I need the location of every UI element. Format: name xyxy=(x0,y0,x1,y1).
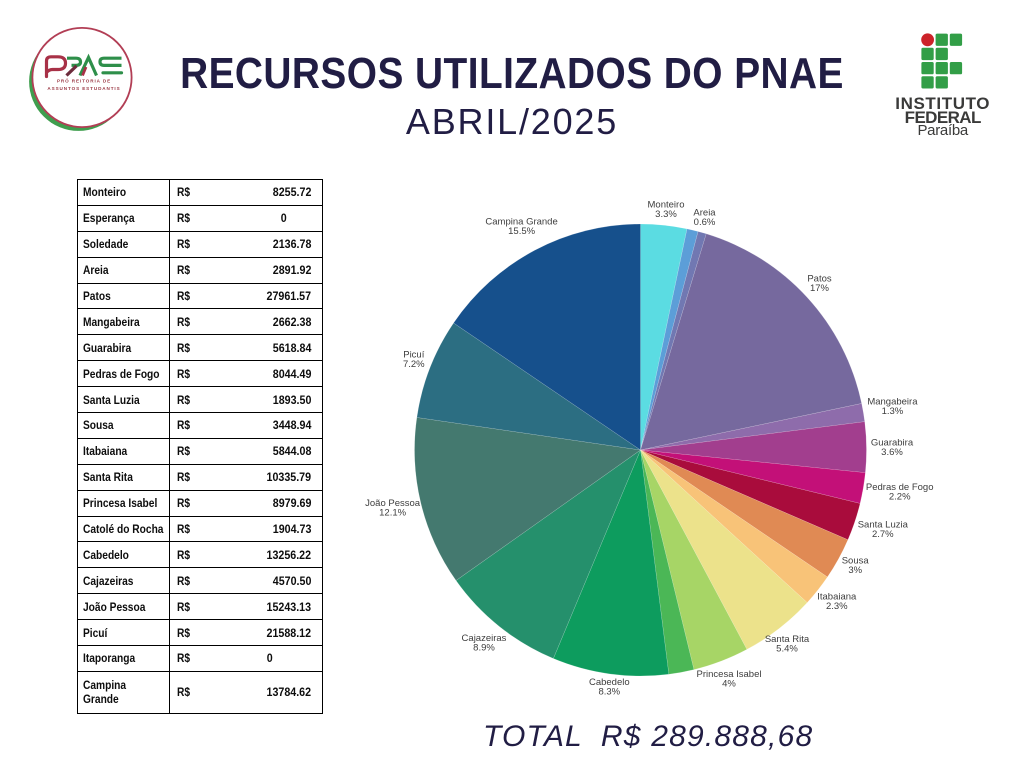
svg-text:PRÓ REITORIA DE: PRÓ REITORIA DE xyxy=(57,77,111,84)
svg-text:INSTITUTO: INSTITUTO xyxy=(895,94,990,113)
svg-text:Paraíba: Paraíba xyxy=(917,122,968,139)
svg-text:ASSUNTOS ESTUDANTIS: ASSUNTOS ESTUDANTIS xyxy=(47,86,120,91)
svg-text:FEDERAL: FEDERAL xyxy=(905,108,981,127)
